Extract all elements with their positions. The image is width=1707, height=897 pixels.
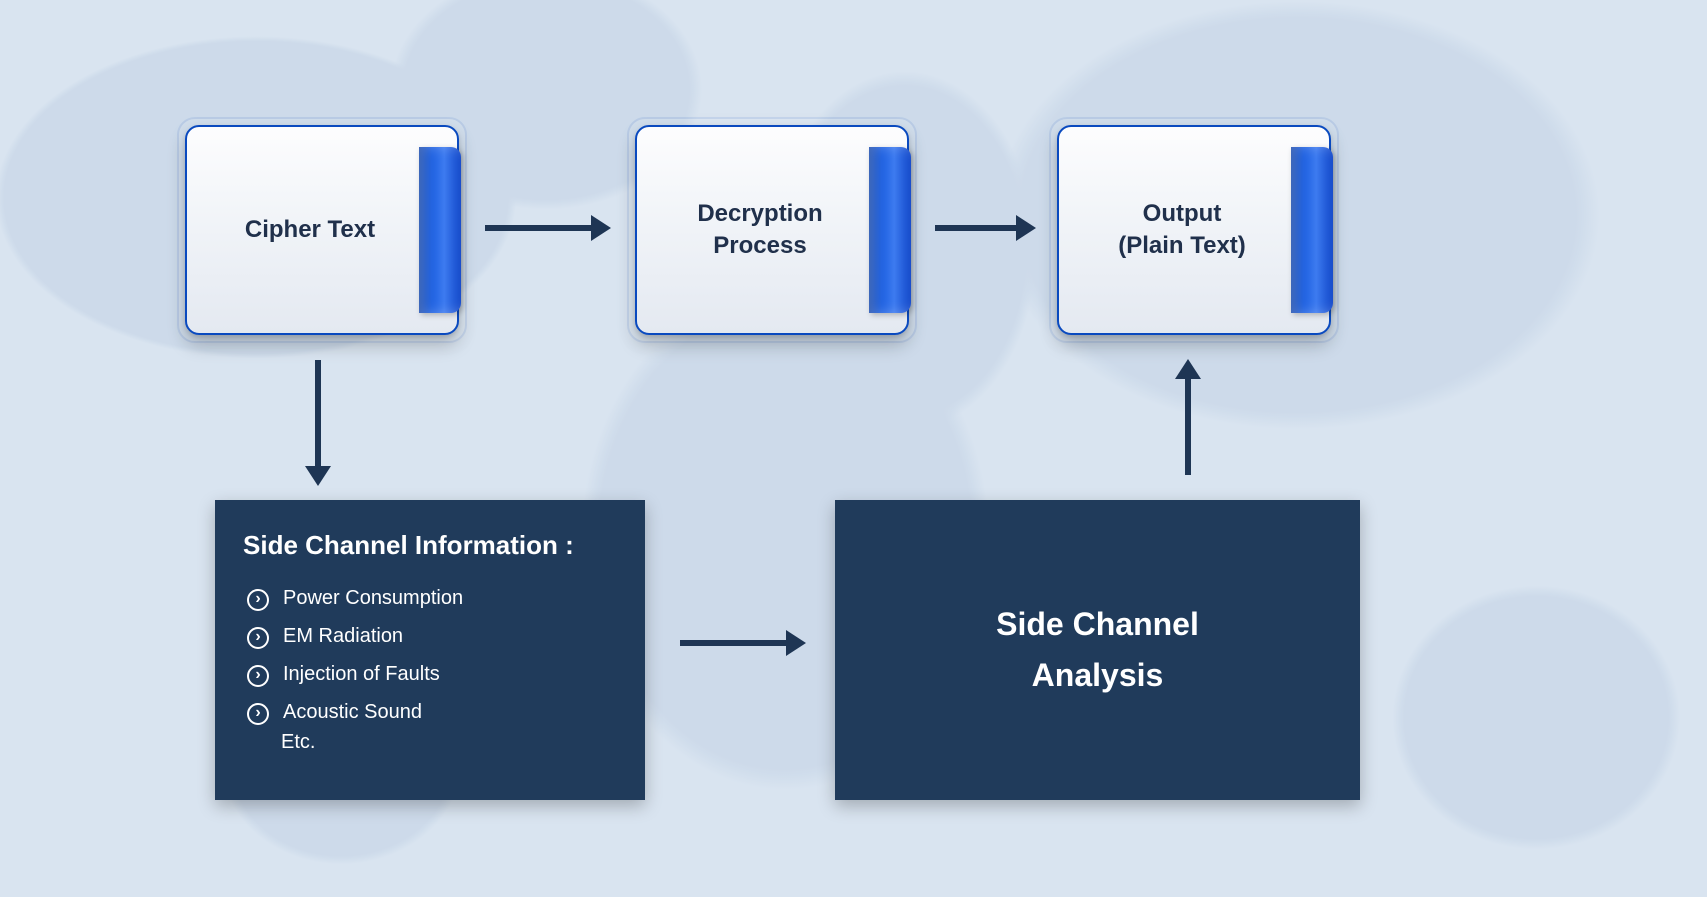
card-tab-icon <box>1291 147 1333 313</box>
card-tab-icon <box>869 147 911 313</box>
node-label: Output (Plain Text) <box>1118 198 1246 263</box>
node-output-plaintext: Output (Plain Text) <box>1057 125 1331 335</box>
info-item: Acoustic Sound <box>247 693 617 731</box>
node-label-line: Decryption <box>697 200 822 227</box>
node-label: Cipher Text <box>245 214 375 246</box>
node-label-line: (Plain Text) <box>1118 232 1246 259</box>
info-item: EM Radiation <box>247 617 617 655</box>
node-side-channel-analysis: Side Channel Analysis <box>835 500 1360 800</box>
node-label-line: Side Channel <box>996 606 1199 642</box>
node-label: Decryption Process <box>697 198 822 263</box>
info-etc: Etc. <box>243 731 617 754</box>
arrow-analysis-to-output <box>1185 375 1191 475</box>
node-label-line: Process <box>713 232 806 259</box>
analysis-label: Side Channel Analysis <box>996 599 1199 701</box>
node-label-line: Analysis <box>1032 657 1164 693</box>
arrow-cipher-to-decrypt <box>485 225 595 231</box>
node-decryption-process: Decryption Process <box>635 125 909 335</box>
info-item: Injection of Faults <box>247 655 617 693</box>
node-cipher-text: Cipher Text <box>185 125 459 335</box>
arrow-info-to-analysis <box>680 640 790 646</box>
info-title: Side Channel Information : <box>243 530 617 561</box>
arrow-decrypt-to-output <box>935 225 1020 231</box>
card-tab-icon <box>419 147 461 313</box>
info-item: Power Consumption <box>247 579 617 617</box>
arrow-cipher-to-info <box>315 360 321 470</box>
node-label-line: Output <box>1143 200 1222 227</box>
info-list: Power Consumption EM Radiation Injection… <box>243 579 617 731</box>
node-side-channel-info: Side Channel Information : Power Consump… <box>215 500 645 800</box>
